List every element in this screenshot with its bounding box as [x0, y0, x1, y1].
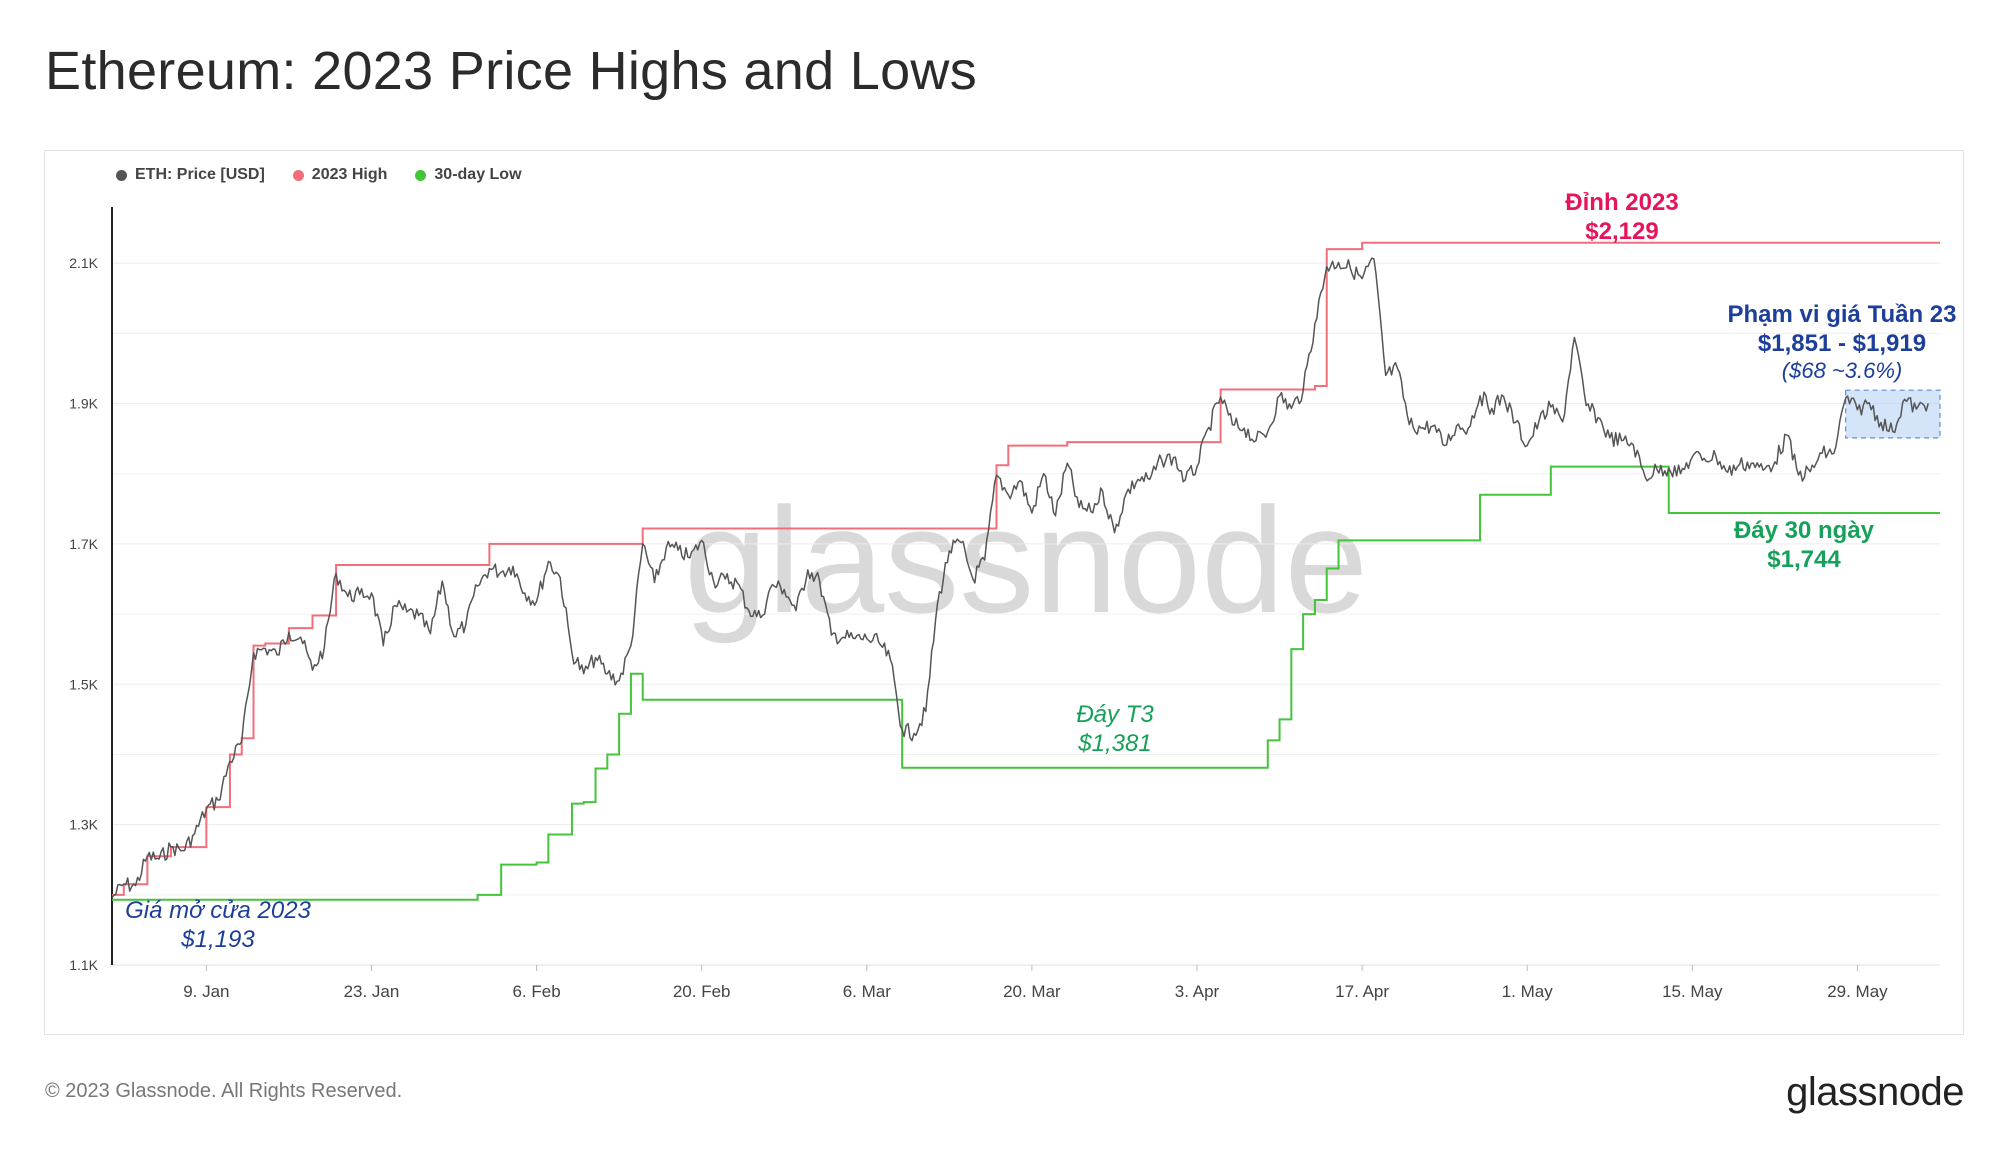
series-line-eth-price [111, 257, 1929, 899]
y-tick-label: 1.5K [69, 676, 98, 692]
series-line-30-day-low [112, 465, 1940, 901]
series-line-2023-high [112, 241, 1940, 896]
x-tick-label: 20. Feb [673, 982, 731, 1001]
legend-label-price: ETH: Price [USD] [135, 166, 265, 183]
x-tick-label: 23. Jan [344, 982, 400, 1001]
annotation-2023-high-line: $2,129 [1585, 218, 1658, 245]
annotation-week23-range-line: $1,851 - $1,919 [1758, 330, 1926, 357]
x-tick-label: 15. May [1662, 982, 1723, 1001]
annotation-march-low-line: $1,381 [1077, 730, 1151, 757]
footer-copyright: © 2023 Glassnode. All Rights Reserved. [45, 1080, 403, 1102]
annotation-30-day-low-line: Đáy 30 ngày [1734, 517, 1875, 544]
watermark-text: glassnode [684, 476, 1368, 644]
x-tick-label: 6. Mar [843, 982, 892, 1001]
y-tick-label: 1.1K [69, 957, 98, 973]
page-title: Ethereum: 2023 Price Highs and Lows [45, 41, 978, 101]
annotation-2023-open-line: $1,193 [180, 926, 255, 953]
legend-dot-low [415, 169, 427, 181]
y-tick-label: 1.3K [69, 817, 98, 833]
x-tick-label: 17. Apr [1335, 982, 1389, 1001]
annotation-week23-range-line: Phạm vi giá Tuần 23 [1728, 301, 1957, 328]
x-tick-label: 9. Jan [183, 982, 229, 1001]
legend-dot-high [292, 169, 304, 181]
y-tick-label: 1.9K [69, 396, 98, 412]
legend-item-high[interactable]: 2023 High [292, 166, 388, 184]
x-tick-label: 29. May [1827, 982, 1888, 1001]
legend-label-high: 2023 High [311, 166, 388, 183]
annotation-march-low-line: Đáy T3 [1076, 701, 1154, 728]
x-tick-label: 20. Mar [1003, 982, 1061, 1001]
annotation-week23-change-line: ($68 ~3.6%) [1782, 358, 1902, 383]
legend-label-low: 30-day Low [434, 166, 522, 183]
annotation-2023-open-line: Giá mở cửa 2023 [125, 897, 311, 924]
chart-legend: ETH: Price [USD] 2023 High 30-day Low [116, 166, 522, 184]
annotation-2023-high-line: Đỉnh 2023 [1565, 189, 1678, 216]
x-tick-label: 6. Feb [512, 982, 560, 1001]
legend-item-price[interactable]: ETH: Price [USD] [116, 166, 265, 184]
y-tick-label: 2.1K [69, 255, 98, 271]
y-tick-label: 1.7K [69, 536, 98, 552]
x-tick-label: 1. May [1502, 982, 1554, 1001]
chart-frame [44, 150, 1964, 1035]
legend-dot-price [116, 169, 127, 181]
legend-item-low[interactable]: 30-day Low [415, 166, 522, 184]
annotation-30-day-low-line: $1,744 [1767, 546, 1841, 573]
x-tick-label: 3. Apr [1175, 982, 1220, 1001]
glassnode-logo[interactable]: glassnode [1786, 1070, 1964, 1114]
